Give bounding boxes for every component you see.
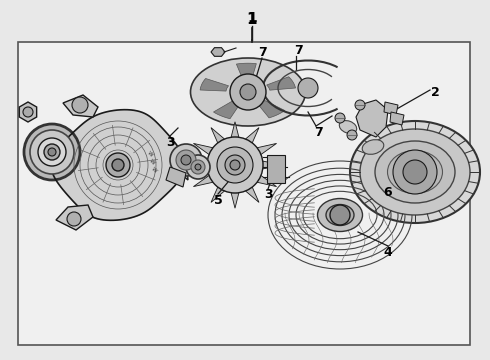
Circle shape [195, 164, 201, 170]
Ellipse shape [339, 121, 357, 134]
Circle shape [347, 130, 357, 140]
Ellipse shape [388, 150, 442, 194]
Polygon shape [390, 112, 404, 125]
Circle shape [23, 107, 33, 117]
Circle shape [38, 138, 66, 166]
Ellipse shape [360, 129, 470, 215]
Circle shape [225, 155, 245, 175]
Polygon shape [245, 127, 259, 143]
Text: 1: 1 [247, 13, 257, 27]
Text: 7: 7 [258, 45, 267, 58]
Circle shape [48, 148, 56, 156]
Polygon shape [258, 100, 285, 118]
Polygon shape [187, 161, 207, 169]
Circle shape [170, 144, 202, 176]
Polygon shape [0, 345, 490, 360]
Bar [267, 155, 285, 183]
Text: 5: 5 [214, 194, 222, 207]
Polygon shape [214, 101, 240, 119]
Polygon shape [211, 48, 225, 56]
Polygon shape [470, 0, 490, 360]
Circle shape [67, 212, 81, 226]
Circle shape [112, 159, 124, 171]
Polygon shape [236, 63, 256, 79]
Polygon shape [263, 161, 283, 169]
Polygon shape [267, 77, 295, 90]
Bar [18, 42, 470, 345]
Polygon shape [356, 100, 388, 137]
Text: 3: 3 [264, 189, 272, 202]
Circle shape [393, 150, 437, 194]
Text: 6: 6 [384, 185, 392, 198]
Text: 7: 7 [314, 126, 322, 139]
Polygon shape [245, 187, 259, 202]
Circle shape [72, 97, 88, 113]
Polygon shape [63, 95, 98, 117]
Polygon shape [257, 175, 276, 186]
Circle shape [230, 74, 266, 110]
Polygon shape [51, 110, 185, 220]
Ellipse shape [375, 141, 455, 203]
Circle shape [330, 205, 350, 225]
Polygon shape [0, 0, 490, 42]
Circle shape [298, 78, 318, 98]
Circle shape [355, 100, 365, 110]
Circle shape [186, 155, 210, 179]
Circle shape [207, 137, 263, 193]
Circle shape [176, 150, 196, 170]
Circle shape [230, 160, 240, 170]
Polygon shape [384, 102, 398, 115]
Polygon shape [231, 122, 239, 137]
Text: 2: 2 [431, 85, 440, 99]
Polygon shape [211, 127, 224, 143]
Circle shape [217, 147, 253, 183]
Circle shape [181, 155, 191, 165]
Polygon shape [56, 205, 93, 230]
Circle shape [335, 113, 345, 123]
Ellipse shape [318, 198, 363, 231]
Circle shape [403, 160, 427, 184]
Polygon shape [211, 187, 224, 202]
Text: 7: 7 [294, 44, 302, 57]
Ellipse shape [191, 58, 305, 126]
Circle shape [44, 144, 60, 160]
Circle shape [191, 160, 205, 174]
Polygon shape [19, 102, 37, 122]
Text: 1: 1 [247, 11, 257, 25]
Text: w: w [150, 166, 158, 174]
Text: 3: 3 [166, 135, 174, 148]
Ellipse shape [326, 204, 354, 225]
Polygon shape [194, 143, 213, 154]
Polygon shape [0, 0, 18, 360]
Circle shape [30, 130, 74, 174]
Text: w: w [146, 150, 154, 158]
Polygon shape [194, 175, 213, 186]
Ellipse shape [362, 140, 384, 154]
Circle shape [106, 153, 130, 177]
Ellipse shape [350, 121, 480, 223]
Text: w: w [148, 158, 156, 166]
Polygon shape [257, 143, 276, 154]
Polygon shape [200, 78, 228, 91]
Circle shape [240, 84, 256, 100]
Text: 4: 4 [384, 246, 392, 258]
Polygon shape [231, 193, 239, 208]
Polygon shape [174, 153, 188, 180]
Circle shape [24, 124, 80, 180]
Polygon shape [166, 167, 186, 187]
